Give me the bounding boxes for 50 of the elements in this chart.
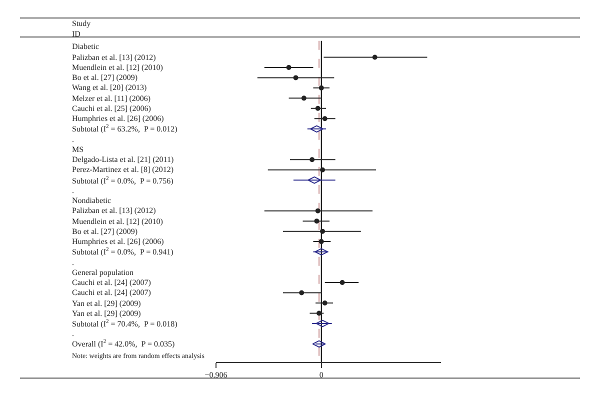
y-tick-label: Subtotal (I$^{2}$ = 0.0%, P = 0.756): [72, 176, 174, 186]
y-tick-label: Delgado-Lista et al. [21] (2011): [72, 155, 174, 164]
y-tick-label: Diabetic: [72, 42, 100, 51]
y-tick-label: Subtotal (I$^{2}$ = 70.4%, P = 0.018): [72, 319, 178, 328]
point: [301, 96, 306, 101]
y-tick-label: Cauchi et al. [24] (2007): [72, 288, 152, 297]
y-tick-label: Yan et al. [29] (2009): [72, 309, 142, 318]
y-tick-label: .: [72, 258, 74, 267]
x-tick-label: 0: [319, 370, 324, 380]
point: [372, 54, 378, 60]
point: [315, 208, 320, 214]
y-tick-label: Overall (I$^{2}$ = 42.0%, P = 0.035): [72, 339, 175, 348]
y-tick-label: Cauchi et al. [25] (2006): [72, 104, 152, 113]
y-tick-label: .: [72, 186, 74, 195]
point: [318, 85, 324, 90]
y-tick-label: Subtotal (I$^{2}$ = 0.0%, P = 0.941): [72, 247, 174, 256]
y-tick-label: Cauchi et al. [24] (2007): [72, 278, 152, 287]
y-tick-label: Humphries et al. [26] (2006): [72, 114, 164, 123]
point: [299, 290, 304, 296]
point: [322, 116, 328, 122]
y-tick-label: Muendlein et al. [12] (2010): [72, 217, 164, 226]
y-tick-label: Melzer et al. [11] (2006): [72, 94, 151, 103]
y-tick-label: General population: [72, 268, 134, 277]
y-tick-label: Subtotal (I$^{2}$ = 63.2%, P = 0.012): [72, 124, 178, 134]
y-tick-label: Bo et al. [27] (2009): [72, 227, 138, 236]
point: [310, 157, 315, 162]
y-tick-label: Muendlein et al. [12] (2010): [72, 63, 164, 72]
x-tick-label: −0.906: [204, 370, 228, 380]
point: [322, 300, 328, 306]
y-tick-label: MS: [72, 145, 84, 154]
point: [318, 239, 324, 244]
y-tick-label: Palizban et al. [13] (2012): [72, 53, 156, 62]
y-tick-label: Nondiabetic: [72, 196, 112, 205]
y-axis-title: Study ID: [72, 19, 91, 38]
point: [320, 228, 326, 234]
point: [293, 75, 298, 80]
y-tick-label: Palizban et al. [13] (2012): [72, 206, 156, 215]
point: [320, 167, 326, 172]
y-tick-label: .: [72, 135, 74, 144]
point: [286, 64, 292, 70]
point: [340, 280, 345, 286]
y-tick-label: .: [72, 329, 74, 338]
y-tick-label: Yan et al. [29] (2009): [72, 299, 142, 308]
point: [314, 218, 320, 224]
point: [316, 310, 322, 316]
point: [315, 106, 320, 111]
y-tick-label: Wang et al. [20] (2013): [72, 83, 147, 92]
y-tick-label: Bo et al. [27] (2009): [72, 73, 138, 82]
y-tick-label: Humphries et al. [26] (2006): [72, 237, 164, 246]
y-tick-label: Perez-Martinez et al. [8] (2012): [72, 165, 174, 174]
